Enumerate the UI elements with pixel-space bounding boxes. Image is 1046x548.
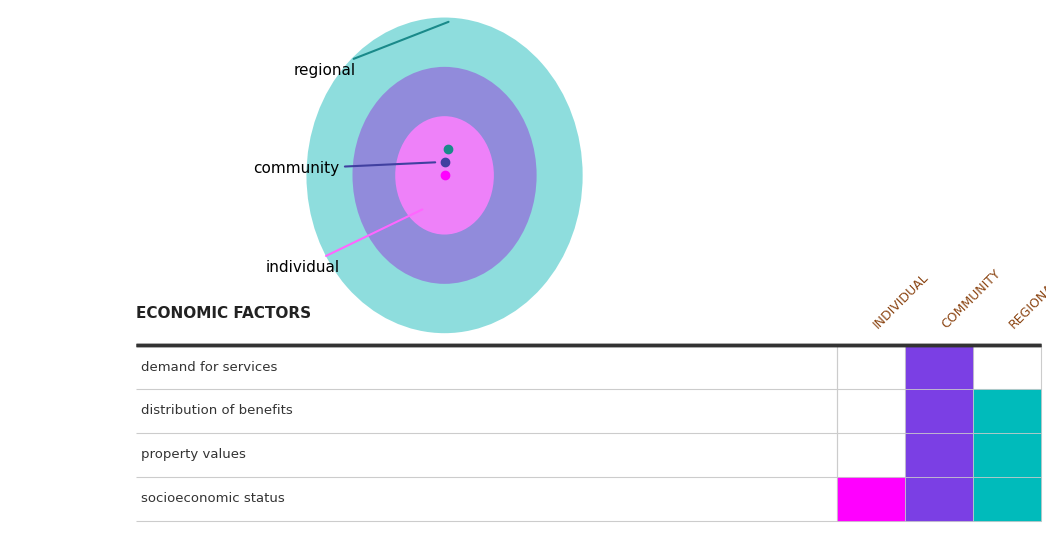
Text: COMMUNITY: COMMUNITY xyxy=(939,267,1003,332)
Text: INDIVIDUAL: INDIVIDUAL xyxy=(870,271,931,332)
Bar xyxy=(905,433,973,477)
Text: regional: regional xyxy=(294,22,449,78)
Text: property values: property values xyxy=(141,448,246,461)
Ellipse shape xyxy=(395,116,494,235)
Text: socioeconomic status: socioeconomic status xyxy=(141,492,285,505)
Bar xyxy=(973,477,1041,521)
Text: ECONOMIC FACTORS: ECONOMIC FACTORS xyxy=(136,306,311,321)
Ellipse shape xyxy=(306,18,583,333)
Bar xyxy=(837,477,905,521)
Text: distribution of benefits: distribution of benefits xyxy=(141,404,293,418)
Bar xyxy=(973,433,1041,477)
Bar xyxy=(905,345,973,389)
Text: individual: individual xyxy=(266,209,423,275)
Text: community: community xyxy=(253,161,435,176)
Bar xyxy=(905,477,973,521)
Bar xyxy=(905,389,973,433)
Ellipse shape xyxy=(353,67,537,284)
Text: REGIONAL: REGIONAL xyxy=(1006,277,1046,332)
Text: demand for services: demand for services xyxy=(141,361,277,374)
Bar xyxy=(973,389,1041,433)
